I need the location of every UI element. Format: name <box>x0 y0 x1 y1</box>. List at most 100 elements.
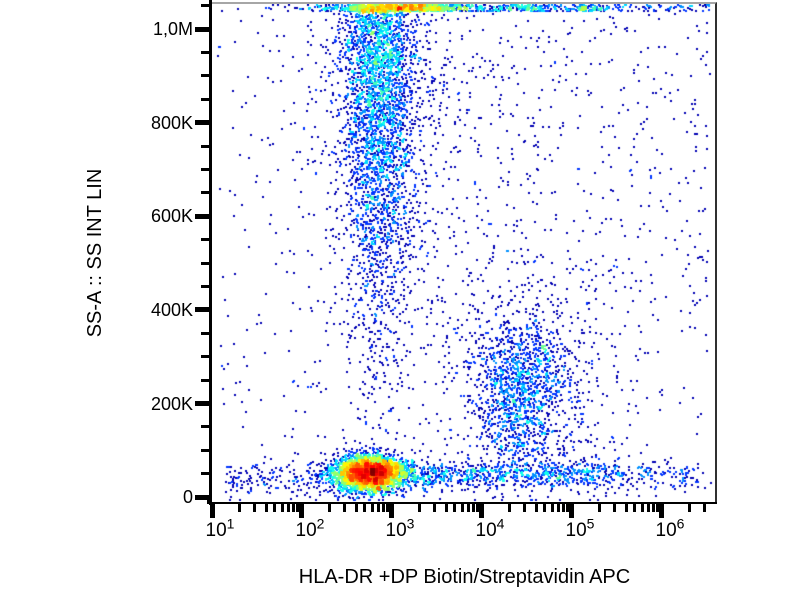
x-minor-tick <box>633 504 637 512</box>
x-minor-tick <box>291 504 295 512</box>
x-minor-tick <box>566 504 570 512</box>
x-minor-tick <box>453 504 457 512</box>
x-minor-tick <box>327 504 331 512</box>
y-minor-tick <box>201 261 209 265</box>
x-axis-title: HLA-DR +DP Biotin/Streptavidin APC <box>298 566 631 588</box>
x-minor-tick <box>444 504 448 512</box>
plot-area <box>212 2 717 502</box>
x-tick-exponent: 2 <box>316 515 325 532</box>
y-minor-tick <box>201 144 209 148</box>
x-minor-tick <box>433 504 437 512</box>
x-major-tick <box>389 504 395 518</box>
y-minor-tick <box>201 97 209 101</box>
x-minor-tick <box>687 504 691 512</box>
y-minor-tick <box>201 331 209 335</box>
x-minor-tick <box>296 504 300 512</box>
y-tick-label: 1,0M <box>152 19 193 40</box>
x-minor-tick <box>476 504 480 512</box>
x-minor-tick <box>597 504 601 512</box>
x-tick-base: 10 <box>205 520 227 541</box>
y-major-tick <box>195 494 209 500</box>
y-tick-label: 400K <box>150 299 193 320</box>
density-dot-canvas <box>212 4 715 502</box>
y-major-tick <box>195 26 209 32</box>
x-minor-tick <box>264 504 268 512</box>
x-major-tick <box>479 504 485 518</box>
x-tick-exponent: 1 <box>226 515 235 532</box>
x-minor-tick <box>237 504 241 512</box>
x-minor-tick <box>417 504 421 512</box>
x-tick-label: 105 <box>550 517 610 542</box>
x-minor-tick <box>273 504 277 512</box>
y-minor-tick <box>201 378 209 382</box>
x-tick-base: 10 <box>475 520 497 541</box>
x-minor-tick <box>550 504 554 512</box>
y-minor-tick <box>201 191 209 195</box>
x-minor-tick <box>656 504 660 512</box>
x-major-tick <box>209 504 215 518</box>
x-minor-tick <box>561 504 565 512</box>
x-minor-tick <box>471 504 475 512</box>
x-minor-tick <box>460 504 464 512</box>
y-tick-label: 600K <box>150 206 193 227</box>
y-axis-title: SS-A :: SS INT LIN <box>84 168 106 338</box>
x-minor-tick <box>466 504 470 512</box>
y-tick-label: 0 <box>182 487 193 508</box>
x-major-tick <box>569 504 575 518</box>
y-tick-label: 800K <box>150 112 193 133</box>
x-major-tick <box>299 504 305 518</box>
x-minor-tick <box>651 504 655 512</box>
x-tick-label: 104 <box>460 517 520 542</box>
x-minor-tick <box>280 504 284 512</box>
y-minor-tick <box>201 74 209 78</box>
x-tick-exponent: 6 <box>676 515 685 532</box>
x-tick-label: 103 <box>370 517 430 542</box>
x-minor-tick <box>354 504 358 512</box>
y-minor-tick <box>201 51 209 55</box>
x-minor-tick <box>253 504 257 512</box>
x-minor-tick <box>381 504 385 512</box>
x-minor-tick <box>624 504 628 512</box>
x-minor-tick <box>703 504 707 512</box>
x-minor-tick <box>343 504 347 512</box>
x-minor-tick <box>646 504 650 512</box>
y-major-tick <box>195 120 209 126</box>
x-tick-base: 10 <box>295 520 317 541</box>
y-axis-line <box>209 0 212 505</box>
x-minor-tick <box>370 504 374 512</box>
y-minor-tick <box>201 168 209 172</box>
x-minor-tick <box>534 504 538 512</box>
x-minor-tick <box>543 504 547 512</box>
x-minor-tick <box>523 504 527 512</box>
x-minor-tick <box>556 504 560 512</box>
x-minor-tick <box>507 504 511 512</box>
y-tick-label: 200K <box>150 393 193 414</box>
y-minor-tick <box>201 472 209 476</box>
x-major-tick <box>659 504 665 518</box>
y-minor-tick <box>201 238 209 242</box>
x-minor-tick <box>640 504 644 512</box>
x-tick-exponent: 4 <box>496 515 505 532</box>
x-minor-tick <box>613 504 617 512</box>
y-major-tick <box>195 307 209 313</box>
y-minor-tick <box>201 425 209 429</box>
x-tick-base: 10 <box>655 520 677 541</box>
x-tick-label: 102 <box>280 517 340 542</box>
x-minor-tick <box>363 504 367 512</box>
x-tick-label: 101 <box>190 517 250 542</box>
y-minor-tick <box>201 4 209 8</box>
x-tick-exponent: 3 <box>406 515 415 532</box>
x-tick-base: 10 <box>385 520 407 541</box>
x-tick-base: 10 <box>565 520 587 541</box>
x-minor-tick <box>376 504 380 512</box>
y-major-tick <box>195 401 209 407</box>
y-minor-tick <box>201 285 209 289</box>
y-major-tick <box>195 213 209 219</box>
x-tick-exponent: 5 <box>586 515 595 532</box>
y-minor-tick <box>201 448 209 452</box>
x-minor-tick <box>386 504 390 512</box>
x-tick-label: 106 <box>640 517 700 542</box>
x-minor-tick <box>286 504 290 512</box>
y-minor-tick <box>201 355 209 359</box>
